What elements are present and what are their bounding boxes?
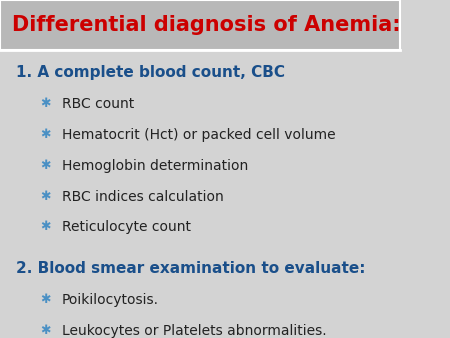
Text: Poikilocytosis.: Poikilocytosis. [62, 293, 159, 307]
Text: ✱: ✱ [40, 190, 50, 202]
FancyBboxPatch shape [0, 0, 400, 50]
Text: Differential diagnosis of Anemia:: Differential diagnosis of Anemia: [12, 15, 400, 35]
Text: 1. A complete blood count, CBC: 1. A complete blood count, CBC [16, 65, 285, 80]
Text: Reticulocyte count: Reticulocyte count [62, 220, 191, 234]
Text: Hematocrit (Hct) or packed cell volume: Hematocrit (Hct) or packed cell volume [62, 128, 336, 142]
Text: ✱: ✱ [40, 220, 50, 233]
Text: ✱: ✱ [40, 128, 50, 141]
Text: ✱: ✱ [40, 97, 50, 110]
Text: RBC count: RBC count [62, 97, 134, 111]
Text: 2. Blood smear examination to evaluate:: 2. Blood smear examination to evaluate: [16, 261, 365, 276]
Text: ✱: ✱ [40, 159, 50, 172]
Text: Leukocytes or Platelets abnormalities.: Leukocytes or Platelets abnormalities. [62, 324, 327, 338]
Text: ✱: ✱ [40, 293, 50, 306]
Text: RBC indices calculation: RBC indices calculation [62, 190, 224, 203]
Text: ✱: ✱ [40, 324, 50, 337]
Text: Hemoglobin determination: Hemoglobin determination [62, 159, 248, 173]
